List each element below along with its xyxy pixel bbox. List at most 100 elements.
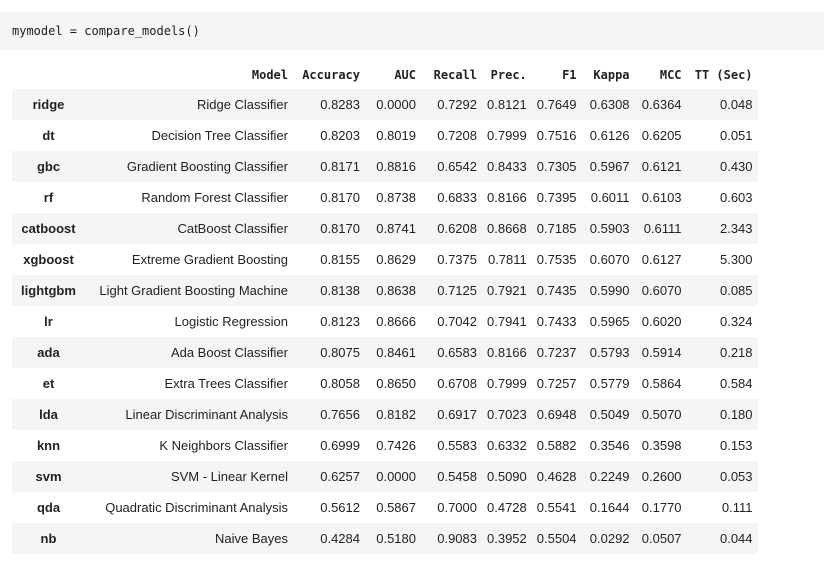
column-header: MCC xyxy=(659,68,682,82)
metric-cell: 0.7023 xyxy=(482,399,532,430)
metric-cell: 0.3952 xyxy=(482,523,532,554)
row-index: lda xyxy=(12,399,85,430)
metric-cell: 0.5504 xyxy=(531,523,582,554)
metric-cell: 0.8182 xyxy=(365,399,421,430)
metric-cell: 0.7292 xyxy=(421,89,482,120)
metric-cell: 0.5541 xyxy=(531,492,582,523)
column-header: Accuracy xyxy=(302,68,360,82)
table-row: xgboost Extreme Gradient Boosting 0.8155 0.… xyxy=(12,244,758,275)
metric-cell: 0.6364 xyxy=(634,89,687,120)
row-index: dt xyxy=(12,120,85,151)
row-index: ada xyxy=(12,337,85,368)
column-header: F1 xyxy=(562,68,577,82)
table-row: knn K Neighbors Classifier 0.6999 0.7426 0.5… xyxy=(12,430,758,461)
metric-cell: 0.5967 xyxy=(581,151,635,182)
metric-cell: 0.4728 xyxy=(482,492,532,523)
column-header: Kappa xyxy=(593,68,630,82)
metric-cell: 0.5612 xyxy=(293,492,365,523)
metric-cell: 0.8075 xyxy=(293,337,365,368)
metric-cell: 0.8741 xyxy=(365,213,421,244)
metric-cell: 0.5049 xyxy=(581,399,635,430)
metric-cell: 0.8138 xyxy=(293,275,365,306)
metric-cell: 0.8166 xyxy=(482,182,532,213)
metric-cell: 0.6111 xyxy=(634,213,687,244)
metric-cell: 0.8433 xyxy=(482,151,532,182)
metric-cell: 0.8058 xyxy=(293,368,365,399)
code-cell[interactable]: mymodel = compare_models() xyxy=(0,12,824,50)
metric-cell: 0.1770 xyxy=(634,492,687,523)
metric-cell: 0.7811 xyxy=(482,244,532,275)
metric-cell: 0.7435 xyxy=(531,275,582,306)
metric-cell: 0.4284 xyxy=(293,523,365,554)
row-index: catboost xyxy=(12,213,85,244)
model-name-cell: Logistic Regression xyxy=(85,306,293,337)
metric-cell: 0.5458 xyxy=(421,461,482,492)
metric-cell: 0.7999 xyxy=(482,368,532,399)
metric-cell: 0.7921 xyxy=(482,275,532,306)
row-index: lr xyxy=(12,306,85,337)
table-row: catboost CatBoost Classifier 0.8170 0.8741 0… xyxy=(12,213,758,244)
model-name-cell: Ada Boost Classifier xyxy=(85,337,293,368)
metric-cell: 0.8638 xyxy=(365,275,421,306)
metric-cell: 0.6332 xyxy=(482,430,532,461)
metric-cell: 0.8123 xyxy=(293,306,365,337)
metric-cell: 0.5882 xyxy=(531,430,582,461)
model-name-cell: Linear Discriminant Analysis xyxy=(85,399,293,430)
metric-cell: 0.218 xyxy=(686,337,758,368)
metric-cell: 0.324 xyxy=(686,306,758,337)
metric-cell: 0.584 xyxy=(686,368,758,399)
table-row: qda Quadratic Discriminant Analysis 0.5612… xyxy=(12,492,758,523)
metric-cell: 0.6917 xyxy=(421,399,482,430)
metric-cell: 0.9083 xyxy=(421,523,482,554)
metric-cell: 0.7516 xyxy=(531,120,582,151)
metric-cell: 0.8666 xyxy=(365,306,421,337)
metric-cell: 0.6011 xyxy=(581,182,635,213)
model-name-cell: SVM - Linear Kernel xyxy=(85,461,293,492)
row-index: et xyxy=(12,368,85,399)
model-name-cell: CatBoost Classifier xyxy=(85,213,293,244)
model-name-cell: Light Gradient Boosting Machine xyxy=(85,275,293,306)
table-row: dt Decision Tree Classifier 0.8203 0.8019 0.… xyxy=(12,120,758,151)
row-index: lightgbm xyxy=(12,275,85,306)
table-header-row: Model Accuracy AUC Recall Prec. F1 Kappa MCC TT … xyxy=(12,61,758,89)
metric-cell: 0.7257 xyxy=(531,368,582,399)
metric-cell: 0.8461 xyxy=(365,337,421,368)
metric-cell: 0.5903 xyxy=(581,213,635,244)
metric-cell: 0.8203 xyxy=(293,120,365,151)
table-row: ridge Ridge Classifier 0.8283 0.0000 0.7292 0… xyxy=(12,89,758,120)
metric-cell: 0.6121 xyxy=(634,151,687,182)
metric-cell: 0.8283 xyxy=(293,89,365,120)
metric-cell: 0.180 xyxy=(686,399,758,430)
table-row: svm SVM - Linear Kernel 0.6257 0.0000 0.5458… xyxy=(12,461,758,492)
table-row: nb Naive Bayes 0.4284 0.5180 0.9083 0.3952 0.5… xyxy=(12,523,758,554)
metric-cell: 0.6833 xyxy=(421,182,482,213)
table-row: ada Ada Boost Classifier 0.8075 0.8461 0.658… xyxy=(12,337,758,368)
metric-cell: 0.048 xyxy=(686,89,758,120)
results-table: Model Accuracy AUC Recall Prec. F1 Kappa MCC TT … xyxy=(12,61,758,554)
metric-cell: 0.0507 xyxy=(634,523,687,554)
metric-cell: 0.7208 xyxy=(421,120,482,151)
metric-cell: 0.5965 xyxy=(581,306,635,337)
metric-cell: 0.0292 xyxy=(581,523,635,554)
metric-cell: 0.7237 xyxy=(531,337,582,368)
metric-cell: 0.6126 xyxy=(581,120,635,151)
model-name-cell: Quadratic Discriminant Analysis xyxy=(85,492,293,523)
metric-cell: 0.7941 xyxy=(482,306,532,337)
metric-cell: 0.6999 xyxy=(293,430,365,461)
metric-cell: 0.044 xyxy=(686,523,758,554)
metric-cell: 0.7433 xyxy=(531,306,582,337)
model-name-cell: Ridge Classifier xyxy=(85,89,293,120)
metric-cell: 0.8738 xyxy=(365,182,421,213)
metric-cell: 0.7000 xyxy=(421,492,482,523)
metric-cell: 0.603 xyxy=(686,182,758,213)
metric-cell: 0.3546 xyxy=(581,430,635,461)
metric-cell: 0.8171 xyxy=(293,151,365,182)
row-index: nb xyxy=(12,523,85,554)
metric-cell: 0.5914 xyxy=(634,337,687,368)
metric-cell: 0.7042 xyxy=(421,306,482,337)
metric-cell: 0.5867 xyxy=(365,492,421,523)
table-row: lr Logistic Regression 0.8123 0.8666 0.7042 0… xyxy=(12,306,758,337)
code-line[interactable]: mymodel = compare_models() xyxy=(12,24,200,38)
metric-cell: 0.053 xyxy=(686,461,758,492)
table-row: rf Random Forest Classifier 0.8170 0.8738 0.… xyxy=(12,182,758,213)
